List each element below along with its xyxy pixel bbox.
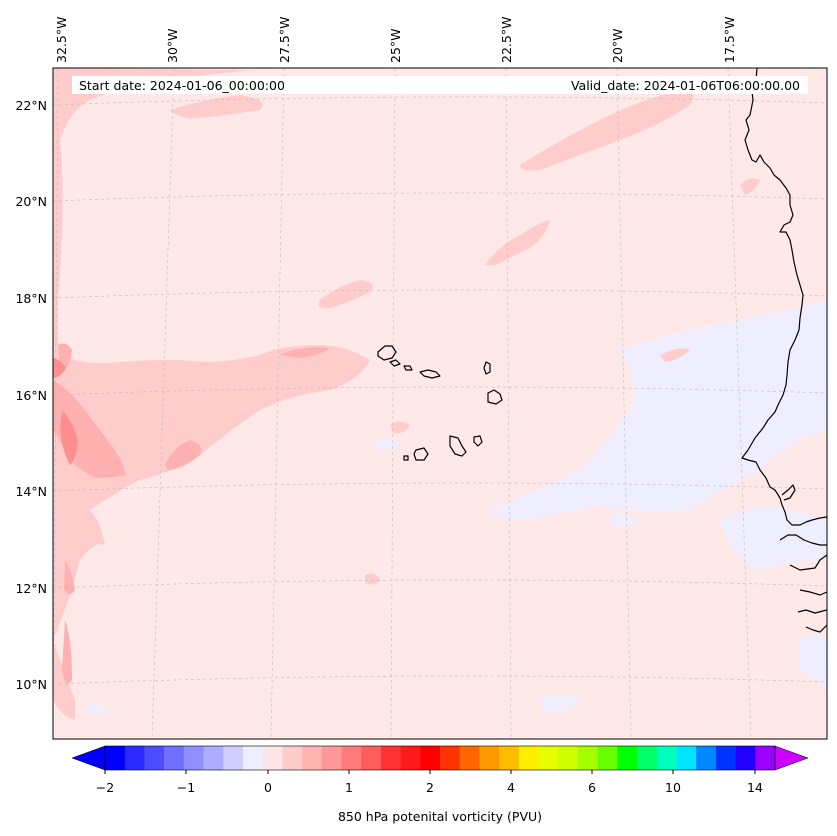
map-frame [52,67,828,740]
colorbar-segment [361,746,382,770]
guinea-bissau-coast [779,534,827,546]
colorbar-segment [518,746,539,770]
colorbar-segment [755,746,776,770]
valid-date-label: Valid_date: 2024-01-06T06:00:00.00 [571,78,800,93]
colorbar-segment [479,746,500,770]
lon-tick-labels: 32.5°W 30°W 27.5°W 25°W 22.5°W 20°W 17.5… [54,17,737,63]
colorbar-segment [282,746,303,770]
island-boa-vista [487,389,503,405]
colorbar-segment [105,746,126,770]
colorbar-segment [203,746,224,770]
lon-tick-label: 25°W [388,28,403,63]
colorbar-segment [676,746,697,770]
colorbar-tick-label: −1 [177,780,195,795]
start-date-label: Start date: 2024-01-06_00:00:00 [79,78,285,93]
lon-tick-label: 32.5°W [54,17,69,63]
colorbar-segment [223,746,244,770]
lon-tick-label: 17.5°W [722,17,737,63]
lon-tick-label: 22.5°W [499,17,514,63]
lat-tick-label: 16°N [15,388,47,403]
header-box [72,76,808,94]
colorbar-segments [105,746,776,770]
colorbar: −2 −1 0 1 2 4 6 10 14 850 hPa potenital … [71,745,809,824]
island-brava [403,455,409,461]
colorbar-tick-label: 14 [747,780,763,795]
colorbar-segment [400,746,421,770]
colorbar-tick-label: 10 [665,780,681,795]
lat-tick-label: 12°N [15,581,47,596]
colorbar-label: 850 hPa potenital vorticity (PVU) [338,809,542,824]
island-fogo [413,447,429,461]
lon-tick-label: 20°W [610,28,625,63]
colorbar-segment [321,746,342,770]
lat-tick-label: 22°N [15,98,47,113]
island-maio [473,435,483,447]
lat-tick-label: 18°N [15,291,47,306]
colorbar-tick-labels: −2 −1 0 1 2 4 6 10 14 [96,780,763,795]
colorbar-segment [183,746,204,770]
colorbar-segment [164,746,185,770]
colorbar-segment [144,746,165,770]
colorbar-segment [577,746,598,770]
island-santa-luzia [403,365,413,371]
colorbar-segment [262,746,283,770]
colorbar-tick-label: 0 [264,780,272,795]
colorbar-segment [341,746,362,770]
colorbar-segment [302,746,323,770]
colorbar-segment [597,746,618,770]
colorbar-segment [637,746,658,770]
colorbar-segment [499,746,520,770]
map-panel[interactable]: Start date: 2024-01-06_00:00:00 Valid_da… [52,67,828,740]
colorbar-segment [735,746,756,770]
colorbar-min-arrow [71,745,106,771]
africa-coast [741,67,828,526]
positive-pv-regions-core [53,358,78,465]
island-sao-nicolau [419,369,441,379]
lat-tick-labels: 22°N 20°N 18°N 16°N 14°N 12°N 10°N [15,98,47,692]
colorbar-segment [656,746,677,770]
colorbar-tick-label: 2 [426,780,434,795]
lon-tick-label: 27.5°W [277,17,292,63]
lat-tick-label: 10°N [15,677,47,692]
colorbar-tick-label: 6 [588,780,596,795]
colorbar-segment [558,746,579,770]
colorbar-segment [242,746,263,770]
colorbar-segment [459,746,480,770]
gridlines [52,67,828,740]
colorbar-segment [538,746,559,770]
colorbar-segment [124,746,145,770]
colorbar-segment [715,746,736,770]
colorbar-max-arrow [774,745,809,771]
island-santiago [449,435,467,457]
colorbar-tick-label: 4 [507,780,515,795]
colorbar-ticks [104,770,756,774]
colorbar-tick-label: −2 [96,780,114,795]
island-sao-vicente [389,359,401,367]
negative-pv-regions [85,300,827,715]
island-sal [483,361,491,375]
lat-tick-label: 20°N [15,194,47,209]
colorbar-tick-label: 1 [345,780,353,795]
gambia-river [781,484,796,501]
colorbar-segment [420,746,441,770]
coastline [377,67,828,633]
lon-tick-label: 30°W [165,28,180,63]
colorbar-frame [104,745,776,771]
lat-tick-label: 14°N [15,484,47,499]
colorbar-segment [696,746,717,770]
colorbar-segment [617,746,638,770]
island-santo-antao [377,345,397,361]
colorbar-segment [440,746,461,770]
colorbar-segment [380,746,401,770]
